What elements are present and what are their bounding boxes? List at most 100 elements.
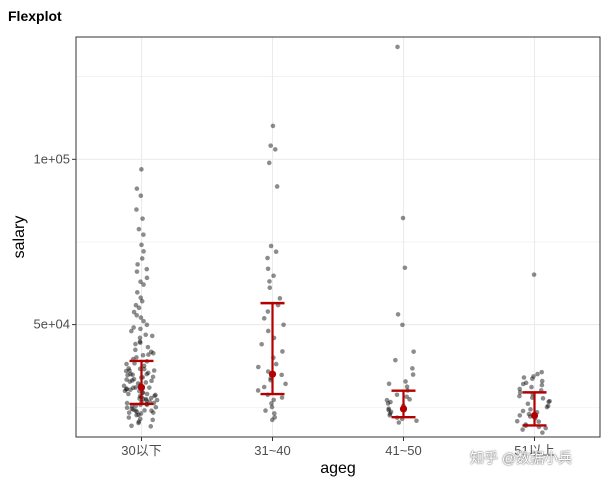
data-point <box>136 226 142 232</box>
data-point <box>144 322 150 328</box>
data-point <box>143 332 148 338</box>
data-point <box>150 410 156 415</box>
data-point <box>404 394 409 400</box>
data-point <box>531 272 537 277</box>
interval-center-point <box>530 411 539 420</box>
data-point <box>544 404 550 410</box>
data-point <box>128 387 133 393</box>
data-point <box>141 366 147 372</box>
data-point <box>134 186 140 191</box>
data-point <box>149 408 154 414</box>
data-point <box>142 408 147 413</box>
data-point <box>526 411 532 417</box>
data-point <box>136 305 142 311</box>
data-point <box>134 207 139 212</box>
chart-title: Flexplot <box>8 8 62 24</box>
data-point <box>127 368 132 373</box>
data-point <box>141 249 146 254</box>
data-point <box>414 418 419 424</box>
data-point <box>543 425 548 431</box>
data-point <box>128 371 133 377</box>
data-point <box>135 262 140 267</box>
data-point <box>133 408 138 413</box>
data-point <box>122 388 128 394</box>
data-point <box>396 420 402 425</box>
data-point <box>281 322 286 328</box>
data-point <box>521 375 527 380</box>
data-point <box>402 265 408 271</box>
y-axis-title: salary <box>11 216 28 259</box>
data-point <box>395 44 400 50</box>
data-point <box>395 312 401 317</box>
data-point <box>127 379 133 384</box>
data-point <box>150 374 156 380</box>
data-point <box>525 401 531 407</box>
data-point <box>144 266 150 272</box>
data-point <box>145 344 151 350</box>
data-point <box>129 423 134 429</box>
data-point <box>136 412 141 418</box>
x-axis-title: ageg <box>320 460 356 477</box>
data-point <box>410 372 416 377</box>
data-point <box>279 372 284 378</box>
data-point <box>520 408 526 414</box>
data-point <box>124 361 129 367</box>
data-point <box>150 350 156 356</box>
data-point <box>134 313 139 318</box>
data-point <box>539 378 545 384</box>
data-point <box>151 368 157 373</box>
data-point <box>265 266 271 272</box>
data-point <box>147 385 152 390</box>
data-point <box>131 325 136 330</box>
data-point <box>388 409 394 415</box>
data-point <box>144 371 150 377</box>
data-point <box>150 417 156 423</box>
data-point <box>148 349 154 355</box>
data-point <box>261 316 267 321</box>
data-point <box>520 381 526 387</box>
data-point <box>535 371 540 377</box>
data-point <box>403 379 408 384</box>
grid-lines <box>76 37 600 437</box>
data-point <box>133 347 138 353</box>
data-point <box>134 355 139 360</box>
data-point <box>134 409 140 415</box>
y-tick-label: 1e+05 <box>33 151 70 166</box>
data-point <box>139 298 145 304</box>
data-point <box>141 282 146 287</box>
data-point <box>124 405 130 411</box>
interval-center-point <box>268 370 277 378</box>
data-point <box>137 416 143 422</box>
data-point <box>265 255 270 261</box>
data-point <box>268 143 273 148</box>
data-point <box>130 407 136 412</box>
data-point <box>148 395 154 401</box>
data-point <box>520 427 525 432</box>
data-point <box>540 430 545 435</box>
data-point <box>152 393 157 399</box>
data-point <box>137 340 143 345</box>
data-point <box>137 335 143 341</box>
data-point <box>272 415 278 420</box>
y-tick-label: 5e+04 <box>33 317 70 332</box>
interval-center-point <box>399 405 408 413</box>
data-point <box>141 363 147 369</box>
data-point <box>132 361 137 366</box>
data-point <box>386 406 392 411</box>
x-tick-label: 30以下 <box>121 443 161 458</box>
data-point <box>274 184 280 189</box>
x-tick-label: 51以上 <box>514 443 554 458</box>
data-point <box>131 376 137 382</box>
data-point <box>138 315 144 320</box>
data-point <box>279 395 285 400</box>
data-point <box>124 400 130 406</box>
data-point <box>283 381 288 387</box>
data-point <box>124 377 129 382</box>
data-point <box>121 383 127 389</box>
data-point <box>131 309 137 315</box>
data-point <box>138 411 144 416</box>
data-point <box>386 407 391 413</box>
data-point <box>539 369 545 375</box>
data-point <box>125 372 130 378</box>
data-point <box>140 216 145 221</box>
